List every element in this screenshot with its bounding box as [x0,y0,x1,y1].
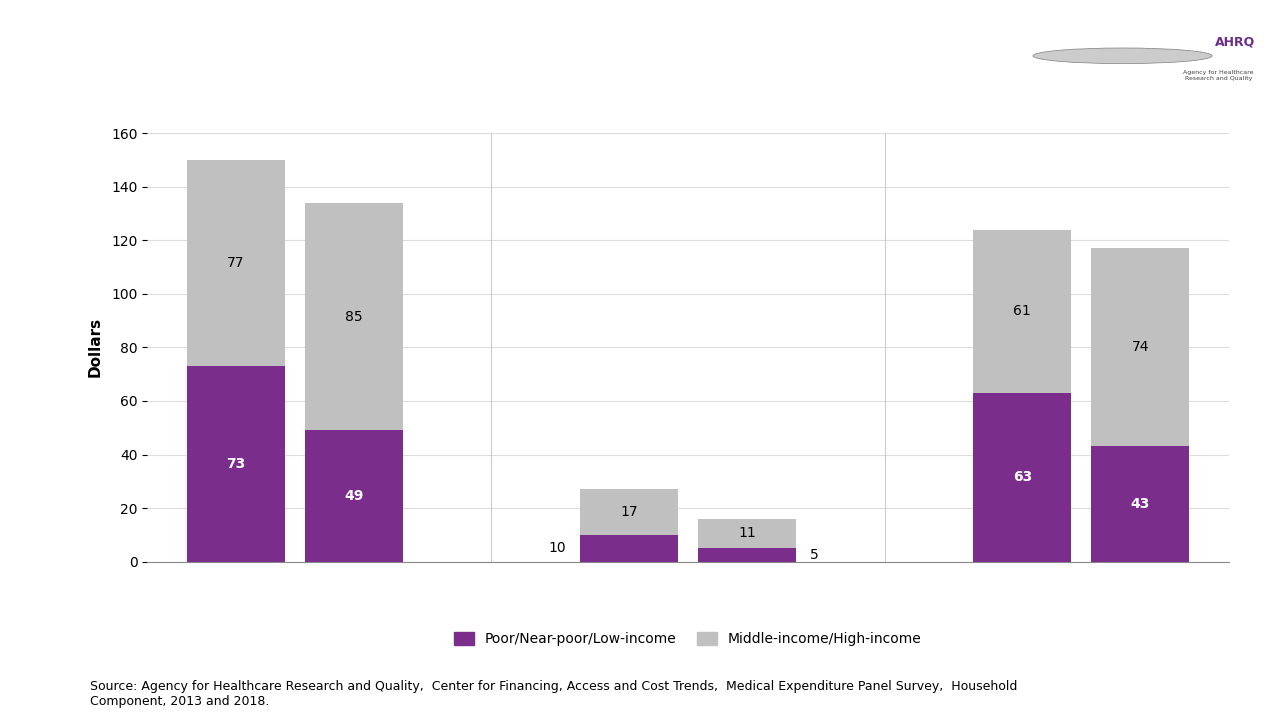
Text: Source: Agency for Healthcare Research and Quality,  Center for Financing, Acces: Source: Agency for Healthcare Research a… [90,680,1018,708]
Bar [973,230,1071,393]
Bar [973,393,1071,562]
Bar [305,431,403,562]
Text: 63: 63 [1012,470,1032,485]
Bar [1091,248,1189,446]
Text: Agency for Healthcare
Research and Quality: Agency for Healthcare Research and Quali… [1183,71,1254,81]
Text: 74: 74 [1132,341,1149,354]
Text: 11: 11 [739,526,756,541]
Bar [698,518,796,548]
Bar [305,203,403,431]
Text: 61: 61 [1014,305,1032,318]
Text: 85: 85 [344,310,362,323]
Text: Figure 4. Average total, out-of-pocket, and third-party payer expense per fill f: Figure 4. Average total, out-of-pocket, … [113,33,963,52]
Text: 77: 77 [227,256,244,270]
Text: 17: 17 [621,505,637,519]
Bar [1091,446,1189,562]
Y-axis label: Dollars: Dollars [87,318,102,377]
Text: 43: 43 [1130,497,1149,511]
Circle shape [1033,48,1212,63]
Bar [187,160,285,366]
Text: 49: 49 [344,489,364,503]
Text: AHRQ: AHRQ [1215,36,1256,49]
Bar [580,490,678,535]
Bar [187,366,285,562]
Bar [580,535,678,562]
Text: 73: 73 [227,457,246,471]
Bar [698,548,796,562]
Text: 5: 5 [810,548,819,562]
Text: antidepressants, by poverty status, 2013 & 2018: antidepressants, by poverty status, 2013… [279,74,796,93]
Legend: Poor/Near-poor/Low-income, Middle-income/High-income: Poor/Near-poor/Low-income, Middle-income… [449,626,927,652]
Text: 10: 10 [548,541,566,555]
FancyBboxPatch shape [1069,4,1280,107]
